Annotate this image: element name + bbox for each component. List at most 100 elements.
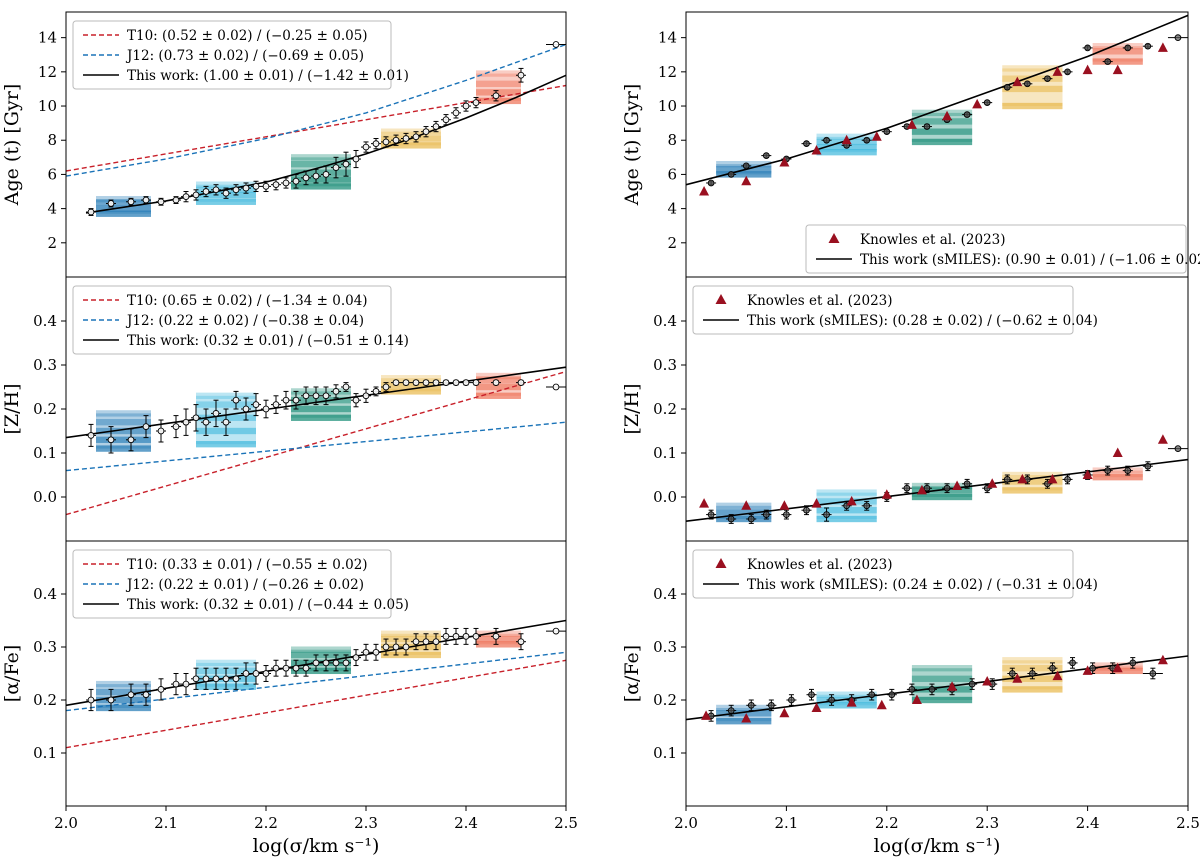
- data-point: [903, 484, 911, 492]
- data-point: [362, 392, 370, 400]
- data-point: [302, 664, 310, 672]
- y-tick-label: 0.3: [33, 638, 57, 656]
- y-tick-label: 4: [667, 200, 677, 218]
- bin-band-strip: [196, 198, 256, 205]
- y-tick-label: 0.0: [33, 488, 57, 506]
- bin-band-strip: [816, 149, 877, 156]
- y-tick-label: 0.1: [653, 744, 677, 762]
- y-tick-label: 0.2: [653, 400, 677, 418]
- data-point: [767, 701, 775, 709]
- data-point: [452, 379, 460, 386]
- data-point: [232, 675, 240, 683]
- data-point: [1089, 664, 1096, 672]
- bin-band-strip: [716, 710, 772, 717]
- data-point: [312, 659, 320, 667]
- bin-band-4: [381, 630, 441, 659]
- bin-band-strip: [381, 375, 441, 382]
- bin-band-strip: [381, 381, 441, 388]
- data-point: [422, 128, 430, 136]
- data-point: [1104, 467, 1112, 474]
- data-point: [292, 664, 300, 672]
- data-point: [883, 128, 891, 136]
- x-tick-label: 2.0: [54, 814, 78, 832]
- bin-band-strip: [716, 171, 772, 178]
- x-axis-title-right: log(σ/km s⁻¹): [874, 835, 1001, 857]
- data-point: [127, 691, 135, 699]
- data-points: [706, 445, 1188, 524]
- knowles-triangle: [987, 478, 998, 488]
- knowles-triangle: [1082, 665, 1093, 675]
- knowles-triangle: [942, 110, 953, 121]
- legend-label: Knowles et al. (2023): [747, 293, 893, 309]
- bin-band-strip: [1092, 43, 1143, 50]
- relation-line-t10: [66, 659, 566, 749]
- data-point: [747, 515, 755, 523]
- data-point: [552, 627, 560, 635]
- data-point: [312, 172, 320, 180]
- legend-label: J12: (0.73 ± 0.02) / (−0.69 ± 0.05): [125, 48, 364, 64]
- y-tick-label: 0.3: [653, 356, 677, 374]
- bin-band-strip: [291, 388, 351, 395]
- knowles-triangle: [947, 681, 958, 691]
- data-point: [422, 379, 430, 386]
- x-tick-label: 2.1: [154, 814, 178, 832]
- data-point: [452, 109, 460, 117]
- panel-right-alpha: 0.1 0.2 0.3 0.4 [α/Fe] Knowles et al. (2023) T…: [621, 540, 1189, 807]
- data-point: [517, 71, 525, 79]
- panel-right-metallicity: 0.0 0.1 0.2 0.3 0.4 [Z/H] Knowles et al. (2023…: [621, 276, 1189, 542]
- x-tick-label: 2.3: [354, 814, 378, 832]
- bin-band-strip: [291, 176, 351, 183]
- bin-band-strip: [96, 410, 151, 417]
- data-point: [788, 696, 795, 704]
- data-point: [472, 633, 480, 640]
- legend-marker: [715, 294, 727, 304]
- bin-band-strip: [96, 445, 151, 452]
- data-point: [517, 379, 525, 386]
- bin-band-strip: [96, 205, 151, 212]
- bin-band-strip: [291, 183, 351, 190]
- knowles-triangle: [1082, 64, 1093, 75]
- legend: T10: (0.65 ± 0.02) / (−1.34 ± 0.04) J12: …: [72, 285, 409, 355]
- data-point: [87, 432, 95, 439]
- data-point: [392, 136, 400, 144]
- plot-area: [66, 41, 566, 217]
- bin-band-strip: [1092, 48, 1143, 55]
- x-axis-title-left: log(σ/km s⁻¹): [253, 835, 380, 857]
- data-point: [1029, 670, 1036, 677]
- knowles-triangle: [1157, 654, 1168, 665]
- data-point: [182, 193, 190, 200]
- y-tick-label: 12: [658, 63, 677, 81]
- relation-line-this-work: [686, 655, 1188, 721]
- data-point: [1149, 670, 1157, 677]
- data-point: [107, 436, 115, 444]
- bin-band-strip: [96, 704, 151, 712]
- relation-line-t10: [66, 370, 566, 516]
- data-point: [342, 383, 350, 391]
- bin-band-strip: [911, 128, 973, 135]
- data-point: [322, 392, 330, 400]
- data-point: [262, 405, 270, 413]
- data-point: [242, 184, 250, 192]
- data-point: [392, 379, 400, 386]
- bin-band-strip: [96, 199, 151, 206]
- data-point: [252, 183, 260, 190]
- bin-band-strip: [381, 142, 441, 149]
- y-tick-label: 2: [667, 234, 677, 252]
- data-point: [332, 659, 340, 667]
- data-point: [492, 92, 500, 100]
- relation-line-this-work: [686, 458, 1188, 522]
- knowles-triangle: [876, 699, 887, 710]
- data-point: [282, 396, 290, 404]
- bin-band-strip: [816, 691, 877, 698]
- bin-band-strip: [96, 436, 151, 443]
- data-point: [107, 696, 115, 704]
- data-point: [382, 138, 390, 146]
- data-point: [1003, 476, 1011, 483]
- data-point: [292, 177, 300, 185]
- bin-band-strip: [476, 635, 521, 643]
- data-point: [472, 379, 480, 386]
- x-tick-label: 2.5: [1176, 814, 1200, 832]
- data-point: [332, 388, 340, 395]
- bin-band-strip: [1002, 657, 1063, 664]
